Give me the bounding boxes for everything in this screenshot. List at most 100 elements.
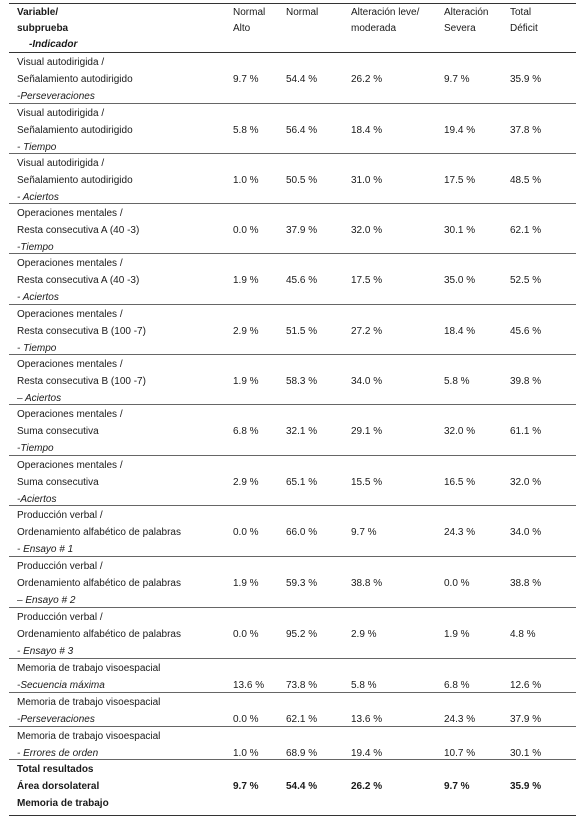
row-value-col1: 13.6 % bbox=[233, 680, 265, 691]
row-value-col4: 19.4 % bbox=[444, 125, 476, 136]
row-value-col2: 62.1 % bbox=[286, 714, 318, 725]
row-value-col3: 19.4 % bbox=[351, 748, 383, 759]
row-variable: Memoria de trabajo visoespacial bbox=[17, 663, 161, 674]
row-value-col4: 17.5 % bbox=[444, 175, 476, 186]
row-value-col1: 0.0 % bbox=[233, 225, 259, 236]
table-rule bbox=[9, 253, 576, 254]
row-value-col3: 5.8 % bbox=[351, 680, 377, 691]
row-subprueba: - Errores de orden bbox=[17, 748, 99, 759]
table-rule bbox=[9, 103, 576, 104]
row-value-col3: 38.8 % bbox=[351, 578, 383, 589]
row-value-col2: 73.8 % bbox=[286, 680, 318, 691]
row-variable: Operaciones mentales / bbox=[17, 309, 123, 320]
header-indicador: -Indicador bbox=[29, 39, 78, 50]
row-value-col4: 24.3 % bbox=[444, 527, 476, 538]
row-value-col4: 6.8 % bbox=[444, 680, 470, 691]
row-value-col3: 18.4 % bbox=[351, 125, 383, 136]
row-value-col5: 48.5 % bbox=[510, 175, 542, 186]
row-value-col1: 1.9 % bbox=[233, 275, 259, 286]
row-value-col2: 58.3 % bbox=[286, 376, 318, 387]
row-subprueba: Suma consecutiva bbox=[17, 426, 99, 437]
row-value-col1: 0.0 % bbox=[233, 527, 259, 538]
table-rule bbox=[9, 658, 576, 659]
row-value-col2: 45.6 % bbox=[286, 275, 318, 286]
total-area: Área dorsolateral bbox=[17, 781, 100, 792]
row-value-col3: 26.2 % bbox=[351, 74, 383, 85]
row-indicador: -Tiempo bbox=[17, 443, 54, 454]
table-rule bbox=[9, 304, 576, 305]
table-rule bbox=[9, 203, 576, 204]
row-indicador: - Tiempo bbox=[17, 142, 57, 153]
header-normal-alto: Normal bbox=[233, 7, 266, 18]
total-value-col1: 9.7 % bbox=[233, 781, 259, 792]
total-label: Total resultados bbox=[17, 764, 94, 775]
table-rule bbox=[9, 404, 576, 405]
table-rule bbox=[9, 3, 576, 4]
row-value-col3: 15.5 % bbox=[351, 477, 383, 488]
row-subprueba: Resta consecutiva B (100 -7) bbox=[17, 326, 146, 337]
row-indicador: -Tiempo bbox=[17, 242, 54, 253]
row-value-col2: 50.5 % bbox=[286, 175, 318, 186]
total-memoria: Memoria de trabajo bbox=[17, 798, 109, 809]
table-rule bbox=[9, 153, 576, 154]
header-variable: Variable/ bbox=[17, 7, 59, 18]
row-value-col5: 37.8 % bbox=[510, 125, 542, 136]
table-rule bbox=[9, 607, 576, 608]
table-rule bbox=[9, 726, 576, 727]
row-value-col5: 37.9 % bbox=[510, 714, 542, 725]
header-total-deficit: Total bbox=[510, 7, 532, 18]
row-value-col1: 1.0 % bbox=[233, 175, 259, 186]
row-value-col5: 4.8 % bbox=[510, 629, 536, 640]
header-alteracion-severa-2: Severa bbox=[444, 23, 476, 34]
row-indicador: - Ensayo # 1 bbox=[17, 544, 74, 555]
row-value-col4: 1.9 % bbox=[444, 629, 470, 640]
row-value-col2: 51.5 % bbox=[286, 326, 318, 337]
row-variable: Producción verbal / bbox=[17, 510, 103, 521]
header-normal-alto-2: Alto bbox=[233, 23, 251, 34]
row-variable: Operaciones mentales / bbox=[17, 208, 123, 219]
row-value-col1: 9.7 % bbox=[233, 74, 259, 85]
table-rule bbox=[9, 354, 576, 355]
total-value-col5: 35.9 % bbox=[510, 781, 542, 792]
row-value-col4: 18.4 % bbox=[444, 326, 476, 337]
header-total-deficit-2: Déficit bbox=[510, 23, 538, 34]
header-alteracion-leve-2: moderada bbox=[351, 23, 397, 34]
row-value-col5: 12.6 % bbox=[510, 680, 542, 691]
row-value-col2: 68.9 % bbox=[286, 748, 318, 759]
header-subprueba: subprueba bbox=[17, 23, 69, 34]
row-value-col2: 32.1 % bbox=[286, 426, 318, 437]
row-indicador: - Tiempo bbox=[17, 343, 57, 354]
row-value-col2: 54.4 % bbox=[286, 74, 318, 85]
row-value-col1: 0.0 % bbox=[233, 629, 259, 640]
row-value-col2: 37.9 % bbox=[286, 225, 318, 236]
row-variable: Operaciones mentales / bbox=[17, 258, 123, 269]
row-value-col3: 32.0 % bbox=[351, 225, 383, 236]
row-subprueba: Resta consecutiva B (100 -7) bbox=[17, 376, 146, 387]
row-variable: Producción verbal / bbox=[17, 561, 103, 572]
row-value-col1: 1.0 % bbox=[233, 748, 259, 759]
row-value-col2: 56.4 % bbox=[286, 125, 318, 136]
table-rule bbox=[9, 759, 576, 760]
row-value-col4: 30.1 % bbox=[444, 225, 476, 236]
row-value-col1: 2.9 % bbox=[233, 326, 259, 337]
header-alteracion-leve: Alteración leve/ bbox=[351, 7, 420, 18]
row-value-col4: 0.0 % bbox=[444, 578, 470, 589]
row-value-col4: 24.3 % bbox=[444, 714, 476, 725]
row-subprueba: Señalamiento autodirigido bbox=[17, 125, 133, 136]
row-indicador: - Ensayo # 3 bbox=[17, 646, 74, 657]
row-variable: Memoria de trabajo visoespacial bbox=[17, 731, 161, 742]
row-value-col1: 1.9 % bbox=[233, 376, 259, 387]
row-value-col2: 65.1 % bbox=[286, 477, 318, 488]
total-value-col3: 26.2 % bbox=[351, 781, 383, 792]
row-value-col4: 9.7 % bbox=[444, 74, 470, 85]
row-value-col5: 35.9 % bbox=[510, 74, 542, 85]
total-value-col2: 54.4 % bbox=[286, 781, 318, 792]
row-subprueba: Resta consecutiva A (40 -3) bbox=[17, 225, 140, 236]
row-value-col5: 38.8 % bbox=[510, 578, 542, 589]
row-variable: Operaciones mentales / bbox=[17, 359, 123, 370]
row-value-col3: 2.9 % bbox=[351, 629, 377, 640]
table-rule bbox=[9, 455, 576, 456]
row-subprueba: Ordenamiento alfabético de palabras bbox=[17, 629, 181, 640]
table-rule bbox=[9, 52, 576, 53]
row-subprueba: Señalamiento autodirigido bbox=[17, 175, 133, 186]
